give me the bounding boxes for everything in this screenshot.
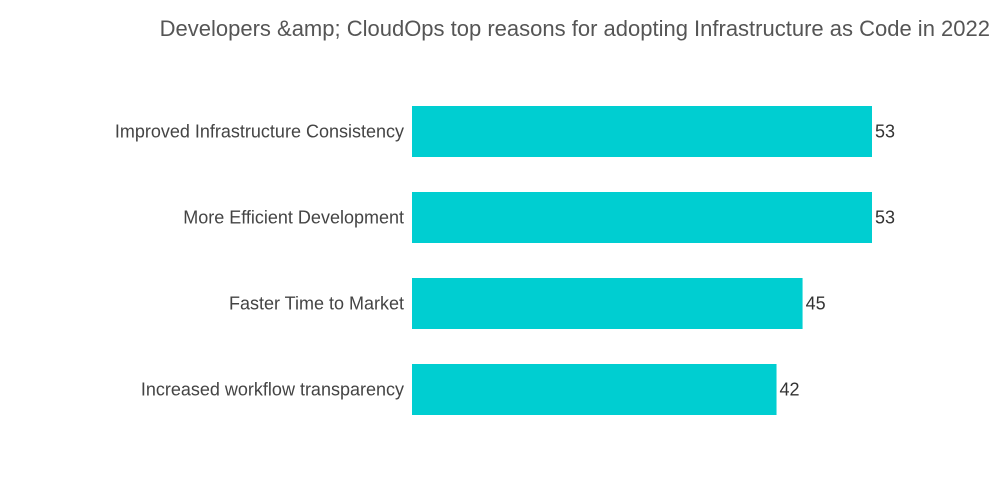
bar-3 xyxy=(412,364,777,415)
chart-title: Developers &amp; CloudOps top reasons fo… xyxy=(159,16,990,41)
bar-2 xyxy=(412,278,803,329)
bar-0 xyxy=(412,106,872,157)
value-label-3: 42 xyxy=(780,380,800,400)
category-label-1: More Efficient Development xyxy=(183,208,404,228)
category-label-3: Increased workflow transparency xyxy=(141,380,404,400)
category-label-2: Faster Time to Market xyxy=(229,294,404,314)
value-label-2: 45 xyxy=(806,294,826,314)
category-label-0: Improved Infrastructure Consistency xyxy=(115,122,404,142)
value-label-1: 53 xyxy=(875,208,895,228)
value-label-0: 53 xyxy=(875,122,895,142)
bar-1 xyxy=(412,192,872,243)
